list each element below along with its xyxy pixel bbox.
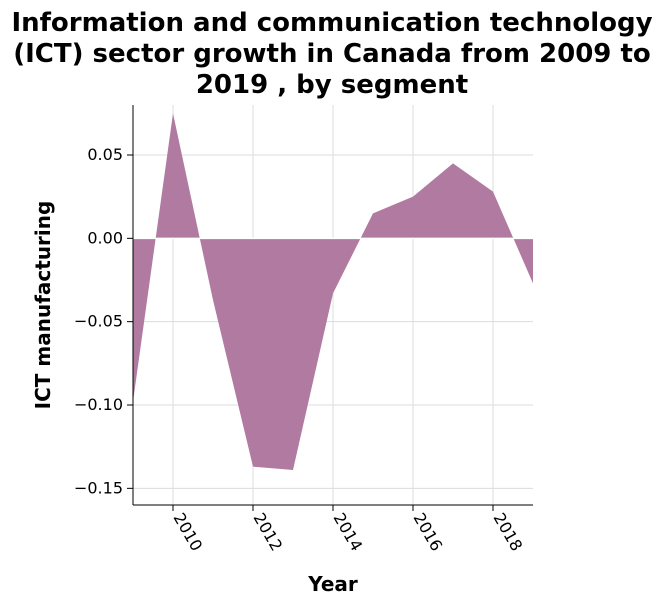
chart-title: Information and communication technology… <box>11 8 652 100</box>
chart-title-line-1: Information and communication technology <box>11 8 652 38</box>
x-tick-label-2018: 2018 <box>490 510 527 555</box>
y-tick-label-3: −0.10 <box>74 395 123 414</box>
y-tick-label-4: −0.15 <box>74 478 123 497</box>
x-axis-label: Year <box>307 572 358 596</box>
x-tick-label-2012: 2012 <box>250 510 287 555</box>
x-tick-label-2014: 2014 <box>330 510 367 555</box>
area-fill <box>133 113 533 470</box>
y-tick-label-0: 0.05 <box>87 145 123 164</box>
area-series <box>133 113 533 470</box>
y-tick-label-2: −0.05 <box>74 312 123 331</box>
chart-title-line-2: (ICT) sector growth in Canada from 2009 … <box>13 39 651 69</box>
x-tick-label-2010: 2010 <box>170 510 207 555</box>
y-axis-label: ICT manufacturing <box>31 201 55 410</box>
chart-title-line-3: 2019 , by segment <box>196 70 468 100</box>
x-tick-label-2016: 2016 <box>410 510 447 555</box>
y-tick-label-1: 0.00 <box>87 228 123 247</box>
